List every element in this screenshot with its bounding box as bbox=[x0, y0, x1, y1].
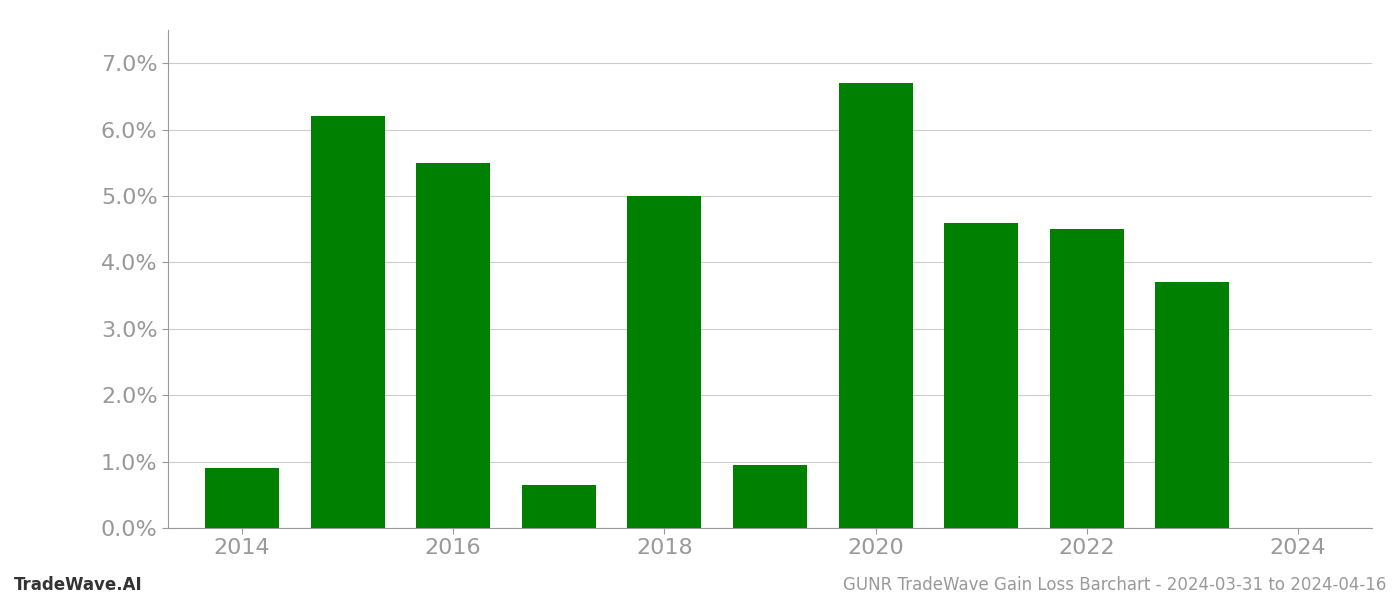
Bar bbox=[311, 116, 385, 528]
Bar bbox=[627, 196, 701, 528]
Bar bbox=[416, 163, 490, 528]
Bar bbox=[522, 485, 596, 528]
Bar bbox=[1155, 283, 1229, 528]
Bar bbox=[944, 223, 1018, 528]
Bar bbox=[734, 465, 806, 528]
Bar bbox=[839, 83, 913, 528]
Bar bbox=[204, 468, 279, 528]
Text: TradeWave.AI: TradeWave.AI bbox=[14, 576, 143, 594]
Text: GUNR TradeWave Gain Loss Barchart - 2024-03-31 to 2024-04-16: GUNR TradeWave Gain Loss Barchart - 2024… bbox=[843, 576, 1386, 594]
Bar bbox=[1050, 229, 1124, 528]
